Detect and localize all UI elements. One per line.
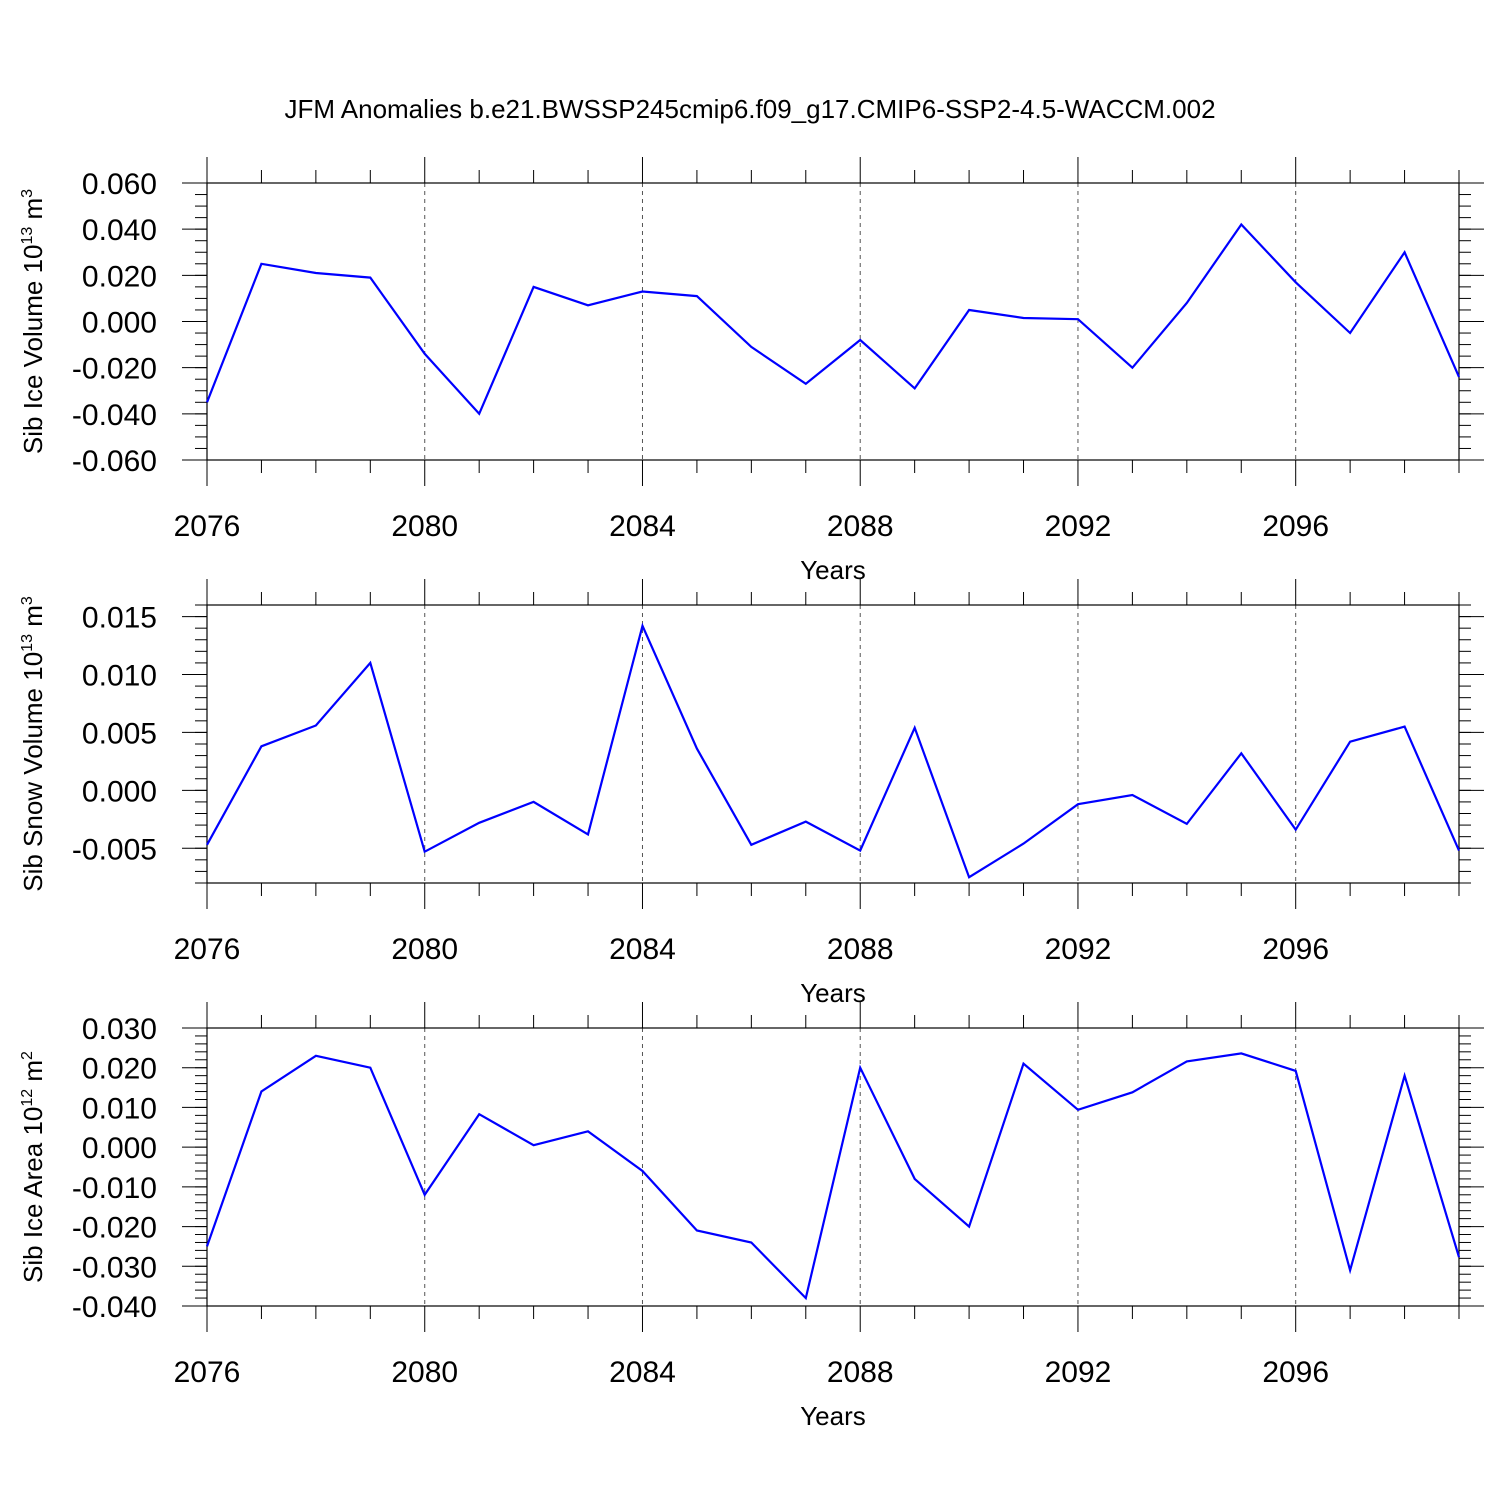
x-axis-title: Years [800,555,866,585]
y-axis-title-text: Sib Snow Volume 10 [18,652,48,892]
x-tick-label: 2080 [391,1356,458,1389]
x-tick-label: 2076 [174,510,241,543]
x-tick-label: 2080 [391,933,458,966]
y-axis-title: Sib Snow Volume 1013 m3 [18,596,48,892]
series-line [205,1052,1461,1301]
y-axis-title-unit-exponent: 3 [19,596,36,605]
chart-title: JFM Anomalies b.e21.BWSSP245cmip6.f09_g1… [284,94,1215,124]
y-tick-label: 0.015 [82,602,157,635]
y-axis-title-exponent: 12 [19,1089,36,1107]
y-tick-label: -0.005 [72,833,157,866]
y-tick-label: -0.040 [72,399,157,432]
y-tick-label: 0.010 [82,1092,157,1125]
y-tick-label: 0.000 [82,307,157,340]
y-tick-label: 0.010 [82,660,157,693]
y-tick-label: -0.010 [72,1172,157,1205]
y-tick-label: -0.040 [72,1291,157,1324]
y-tick-label: -0.020 [72,1212,157,1245]
y-axis-title: Sib Ice Area 1012 m2 [18,1051,48,1283]
x-axis-title: Years [800,978,866,1008]
y-tick-label: -0.020 [72,353,157,386]
y-tick-label: 0.020 [82,260,157,293]
x-tick-label: 2088 [827,510,894,543]
x-tick-label: 2080 [391,510,458,543]
y-axis-title-unit: m [18,198,48,227]
plot-frame [206,182,1460,461]
y-tick-label: 0.005 [82,717,157,750]
y-axis-title-unit-exponent: 2 [19,1051,36,1060]
series-line [206,622,1461,879]
y-axis-title-exponent: 13 [19,227,36,245]
chart-panel-2: 0.015 0.010 0.005 0.000 -0.005 2076 2080 2084 20… [18,579,1484,1008]
plot-frame [206,604,1460,884]
series-line [205,222,1461,416]
plot-frame [206,1027,1460,1307]
y-tick-label: 0.030 [82,1013,157,1046]
x-tick-label: 2092 [1045,1356,1112,1389]
y-axis-title: Sib Ice Volume 1013 m3 [18,189,48,454]
y-tick-label: -0.060 [72,445,157,478]
y-axis-title-exponent: 13 [19,634,36,652]
x-tick-label: 2096 [1262,510,1329,543]
chart-panel-3: 0.030 0.020 0.010 0.000 -0.010 -0.020 -0.030 -0… [18,1002,1484,1431]
y-tick-label: 0.000 [82,1132,157,1165]
y-tick-label: 0.020 [82,1053,157,1086]
x-tick-label: 2096 [1262,1356,1329,1389]
y-axis-title-unit: m [18,605,48,634]
x-tick-label: 2096 [1262,933,1329,966]
x-tick-label: 2092 [1045,933,1112,966]
y-tick-label: 0.040 [82,214,157,247]
x-tick-label: 2084 [609,510,676,543]
y-axis-title-text: Sib Ice Volume 10 [18,245,48,455]
y-axis-title-unit-exponent: 3 [19,189,36,198]
y-axis-title-text: Sib Ice Area 10 [18,1107,48,1283]
x-tick-label: 2084 [609,933,676,966]
x-tick-label: 2076 [174,933,241,966]
x-tick-label: 2092 [1045,510,1112,543]
x-axis-title: Years [800,1401,866,1431]
chart-panel-1: 0.060 0.040 0.020 0.000 -0.020 -0.040 -0.060 20… [18,157,1484,585]
y-tick-label: 0.060 [82,168,157,201]
x-tick-label: 2084 [609,1356,676,1389]
x-tick-label: 2088 [827,933,894,966]
y-axis-title-unit: m [18,1060,48,1089]
x-tick-label: 2088 [827,1356,894,1389]
x-tick-label: 2076 [174,1356,241,1389]
y-tick-label: -0.030 [72,1251,157,1284]
y-tick-label: 0.000 [82,775,157,808]
